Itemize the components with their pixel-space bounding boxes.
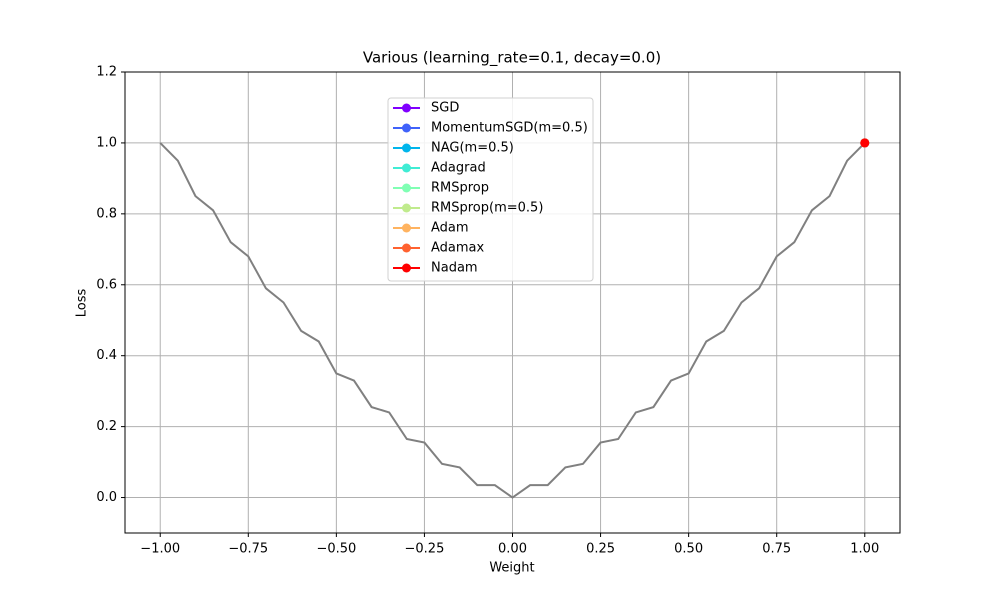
x-tick-label: −0.50 [316,542,356,557]
x-tick-label: 0.25 [586,542,615,557]
legend-label: SGD [431,101,459,116]
legend-swatch-marker [402,123,411,133]
x-tick-label: 0.75 [762,542,791,557]
legend-label: Adam [431,221,469,236]
legend-swatch-marker [402,203,411,213]
legend-swatch-marker [402,183,411,193]
y-tick-label: 0.4 [96,348,117,363]
optimizer-point [860,138,870,148]
legend-label: RMSprop(m=0.5) [431,201,543,216]
y-tick-label: 0.2 [96,419,117,434]
y-tick-label: 0.6 [96,277,117,292]
x-tick-label: 0.50 [674,542,703,557]
legend-label: RMSprop [431,181,489,196]
chart-title: Various (learning_rate=0.1, decay=0.0) [363,49,661,68]
x-tick-label: −0.75 [228,542,268,557]
legend-swatch-marker [402,263,411,273]
legend-label: Nadam [431,261,478,276]
loss-curve [159,142,866,499]
legend-swatch-marker [402,103,411,113]
x-tick-label: −0.25 [405,542,445,557]
legend-label: MomentumSGD(m=0.5) [431,121,588,136]
y-axis-label: Loss [75,289,90,318]
legend-swatch-marker [402,243,411,253]
legend: SGD MomentumSGD(m=0.5) NAG(m=0.5) Adagrad RM… [387,97,594,282]
y-tick-label: 0.8 [96,206,117,221]
x-tick-label: 1.00 [850,542,879,557]
plot-frame [124,71,901,534]
legend-label: Adagrad [431,161,486,176]
legend-swatch-marker [402,223,411,233]
legend-label: NAG(m=0.5) [431,141,514,156]
y-tick-label: 1.0 [96,135,117,150]
legend-box [387,97,594,282]
x-tick-label: 0.00 [498,542,527,557]
legend-swatch-marker [402,163,411,173]
x-axis-label: Weight [489,561,534,576]
y-tick-label: 0.0 [96,490,117,505]
legend-label: Adamax [431,241,485,256]
y-tick-label: 1.2 [96,65,117,80]
x-tick-label: −1.00 [140,542,180,557]
legend-swatch-marker [402,143,411,153]
